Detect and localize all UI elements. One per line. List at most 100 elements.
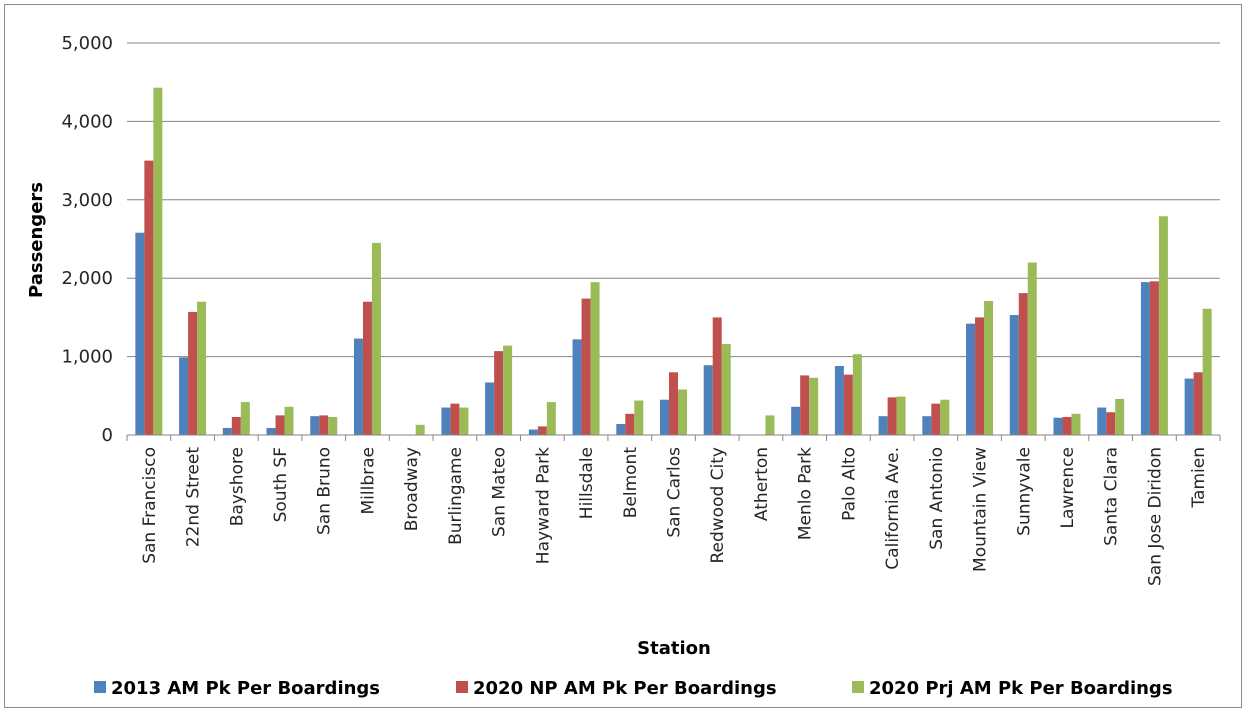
bar bbox=[135, 232, 145, 435]
bar bbox=[240, 402, 250, 435]
bar bbox=[800, 375, 810, 435]
bar bbox=[319, 415, 329, 435]
bar bbox=[843, 374, 853, 435]
x-tick-label: Redwood City bbox=[708, 447, 728, 564]
bar bbox=[528, 429, 538, 435]
chart-frame bbox=[4, 4, 1242, 708]
bar bbox=[197, 301, 207, 435]
bar bbox=[231, 416, 241, 435]
bar bbox=[887, 397, 897, 435]
y-tick-label: 3,000 bbox=[61, 190, 113, 211]
bar bbox=[275, 415, 285, 435]
x-tick-label: San Francisco bbox=[140, 447, 160, 564]
bar bbox=[1149, 281, 1159, 435]
bar bbox=[852, 354, 862, 435]
bar bbox=[834, 366, 844, 435]
bar bbox=[153, 87, 163, 436]
bar bbox=[660, 399, 669, 435]
bar bbox=[896, 396, 906, 435]
bar bbox=[310, 416, 320, 435]
x-tick-label: Mountain View bbox=[971, 447, 991, 572]
x-tick-label: Hillsdale bbox=[577, 447, 597, 519]
bar bbox=[1071, 413, 1081, 435]
bar bbox=[459, 407, 469, 435]
bar bbox=[371, 242, 381, 435]
x-tick-label: Belmont bbox=[621, 447, 641, 519]
x-tick-label: San Antonio bbox=[927, 447, 947, 550]
y-axis-ticks: 0 1,000 2,000 3,000 4,000 5,000 bbox=[61, 33, 113, 446]
x-tick-label: Broadway bbox=[402, 447, 422, 531]
bar bbox=[669, 372, 678, 435]
bar bbox=[485, 382, 495, 435]
x-tick-label: 22nd Street bbox=[184, 447, 204, 548]
bar bbox=[1053, 417, 1063, 435]
x-tick-label: San Carlos bbox=[665, 447, 685, 538]
x-tick-label: San Bruno bbox=[315, 447, 335, 535]
bar bbox=[678, 389, 687, 435]
y-tick-label: 2,000 bbox=[61, 268, 113, 289]
bar bbox=[625, 413, 635, 435]
bar bbox=[1018, 293, 1028, 435]
x-tick-label: Burlingame bbox=[446, 447, 466, 545]
legend: 2013 AM Pk Per Boardings 2020 NP AM Pk Pe… bbox=[94, 678, 1173, 699]
bar bbox=[503, 345, 513, 435]
bar bbox=[940, 399, 950, 435]
legend-label: 2020 NP AM Pk Per Boardings bbox=[473, 678, 777, 699]
bar bbox=[1202, 308, 1212, 435]
x-tick-label: San Jose Diridon bbox=[1145, 447, 1165, 586]
x-tick-label: Tamien bbox=[1189, 447, 1209, 509]
legend-swatch bbox=[852, 681, 864, 693]
gridlines bbox=[127, 42, 1220, 358]
legend-label: 2013 AM Pk Per Boardings bbox=[111, 678, 380, 699]
bar bbox=[188, 311, 198, 435]
bar bbox=[809, 377, 819, 435]
x-axis-ticks: San Francisco 22nd Street Bayshore South SF… bbox=[126, 435, 1221, 586]
bar bbox=[791, 406, 801, 435]
bar bbox=[1184, 378, 1194, 435]
bar bbox=[712, 317, 722, 435]
bar bbox=[922, 416, 932, 435]
x-tick-label: Atherton bbox=[752, 447, 772, 521]
bar bbox=[1062, 416, 1072, 435]
bar bbox=[546, 402, 556, 435]
bar bbox=[634, 400, 644, 435]
bar bbox=[415, 424, 425, 435]
x-tick-label: Hayward Park bbox=[533, 447, 553, 564]
bar bbox=[353, 338, 363, 435]
legend-swatch bbox=[94, 681, 106, 693]
bar bbox=[1009, 315, 1019, 435]
bar bbox=[494, 351, 504, 435]
bar bbox=[144, 160, 154, 435]
bar bbox=[1097, 407, 1107, 435]
bar bbox=[878, 416, 888, 435]
bar bbox=[984, 300, 994, 435]
bar bbox=[572, 339, 582, 435]
bar bbox=[975, 317, 985, 435]
bar bbox=[266, 427, 276, 435]
x-tick-label: Menlo Park bbox=[796, 447, 816, 540]
bar bbox=[450, 403, 460, 435]
y-axis-title: Passengers bbox=[26, 182, 47, 298]
y-tick-label: 0 bbox=[102, 425, 113, 446]
bars bbox=[135, 87, 1212, 436]
bar bbox=[284, 406, 294, 435]
bar bbox=[1193, 372, 1203, 435]
bar bbox=[1158, 216, 1168, 435]
bar bbox=[590, 282, 600, 435]
bar bbox=[721, 344, 731, 435]
bar bbox=[931, 403, 941, 435]
bar bbox=[537, 426, 547, 435]
bar bbox=[765, 415, 775, 435]
x-tick-label: Palo Alto bbox=[839, 447, 859, 521]
x-axis-title: Station bbox=[637, 638, 711, 659]
x-tick-label: Lawrence bbox=[1058, 447, 1078, 528]
legend-label: 2020 Prj AM Pk Per Boardings bbox=[869, 678, 1173, 699]
bar bbox=[441, 407, 451, 435]
y-tick-label: 4,000 bbox=[61, 111, 113, 132]
y-tick-label: 1,000 bbox=[61, 347, 113, 368]
x-tick-label: Millbrae bbox=[358, 447, 378, 515]
bar bbox=[1140, 282, 1150, 435]
bar bbox=[1027, 262, 1037, 435]
bar bbox=[1106, 412, 1116, 435]
